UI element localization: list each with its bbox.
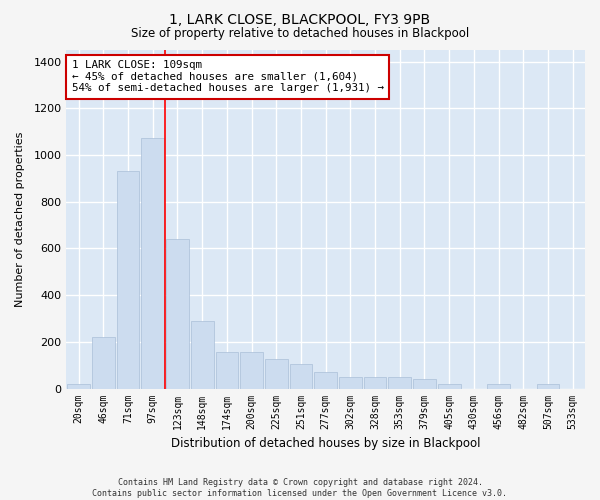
Bar: [265, 360, 287, 388]
Bar: [67, 384, 90, 388]
Text: Contains HM Land Registry data © Crown copyright and database right 2024.
Contai: Contains HM Land Registry data © Crown c…: [92, 478, 508, 498]
Text: 1 LARK CLOSE: 109sqm
← 45% of detached houses are smaller (1,604)
54% of semi-de: 1 LARK CLOSE: 109sqm ← 45% of detached h…: [71, 60, 383, 94]
Bar: [438, 384, 461, 388]
Text: 1, LARK CLOSE, BLACKPOOL, FY3 9PB: 1, LARK CLOSE, BLACKPOOL, FY3 9PB: [169, 12, 431, 26]
Bar: [487, 384, 510, 388]
Text: Size of property relative to detached houses in Blackpool: Size of property relative to detached ho…: [131, 28, 469, 40]
Bar: [314, 372, 337, 388]
Bar: [364, 377, 386, 388]
Bar: [240, 352, 263, 388]
Bar: [92, 337, 115, 388]
Bar: [388, 377, 411, 388]
X-axis label: Distribution of detached houses by size in Blackpool: Distribution of detached houses by size …: [171, 437, 481, 450]
Bar: [215, 352, 238, 388]
Bar: [290, 364, 313, 388]
Y-axis label: Number of detached properties: Number of detached properties: [15, 132, 25, 307]
Bar: [166, 239, 189, 388]
Bar: [142, 138, 164, 388]
Bar: [117, 172, 139, 388]
Bar: [536, 384, 559, 388]
Bar: [191, 321, 214, 388]
Bar: [339, 377, 362, 388]
Bar: [413, 379, 436, 388]
